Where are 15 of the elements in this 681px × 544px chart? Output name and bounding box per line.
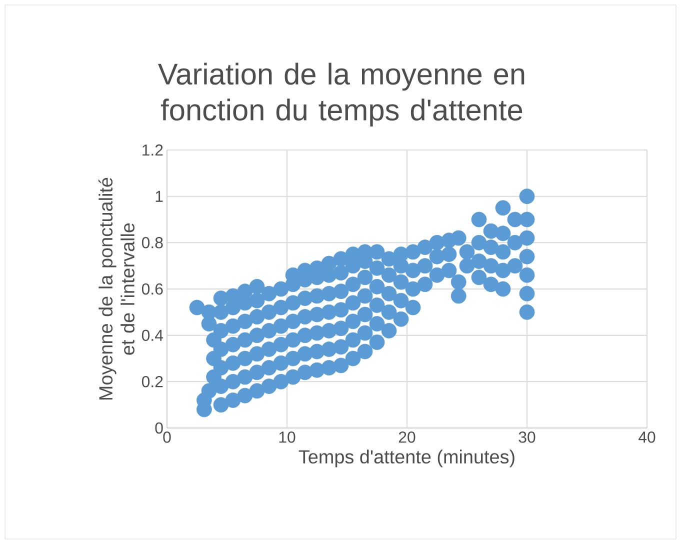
y-tick-label: 0.8	[142, 237, 163, 248]
x-tick-label: 30	[518, 432, 536, 443]
x-tick-label: 40	[638, 432, 656, 443]
y-tick-label: 1	[156, 190, 163, 202]
y-axis-title: Moyenne de la ponctualité et de l'intervalle	[98, 178, 134, 400]
y-tick-label: 1.2	[142, 144, 163, 156]
y-tick-label: 0.2	[142, 376, 163, 388]
y-tick-label: 0	[155, 422, 163, 434]
x-tick-label: 10	[279, 432, 296, 443]
x-tick-label: 20	[398, 432, 416, 443]
y-tick-label: 0.4	[142, 330, 164, 341]
y-tick-label: 0.6	[142, 283, 163, 295]
x-axis-title: Temps d'attente (minutes)	[298, 450, 514, 468]
x-tick-label: 0	[163, 432, 171, 443]
chart-title: Variation de la moyenne en fonction du temps d'attente	[158, 62, 524, 126]
